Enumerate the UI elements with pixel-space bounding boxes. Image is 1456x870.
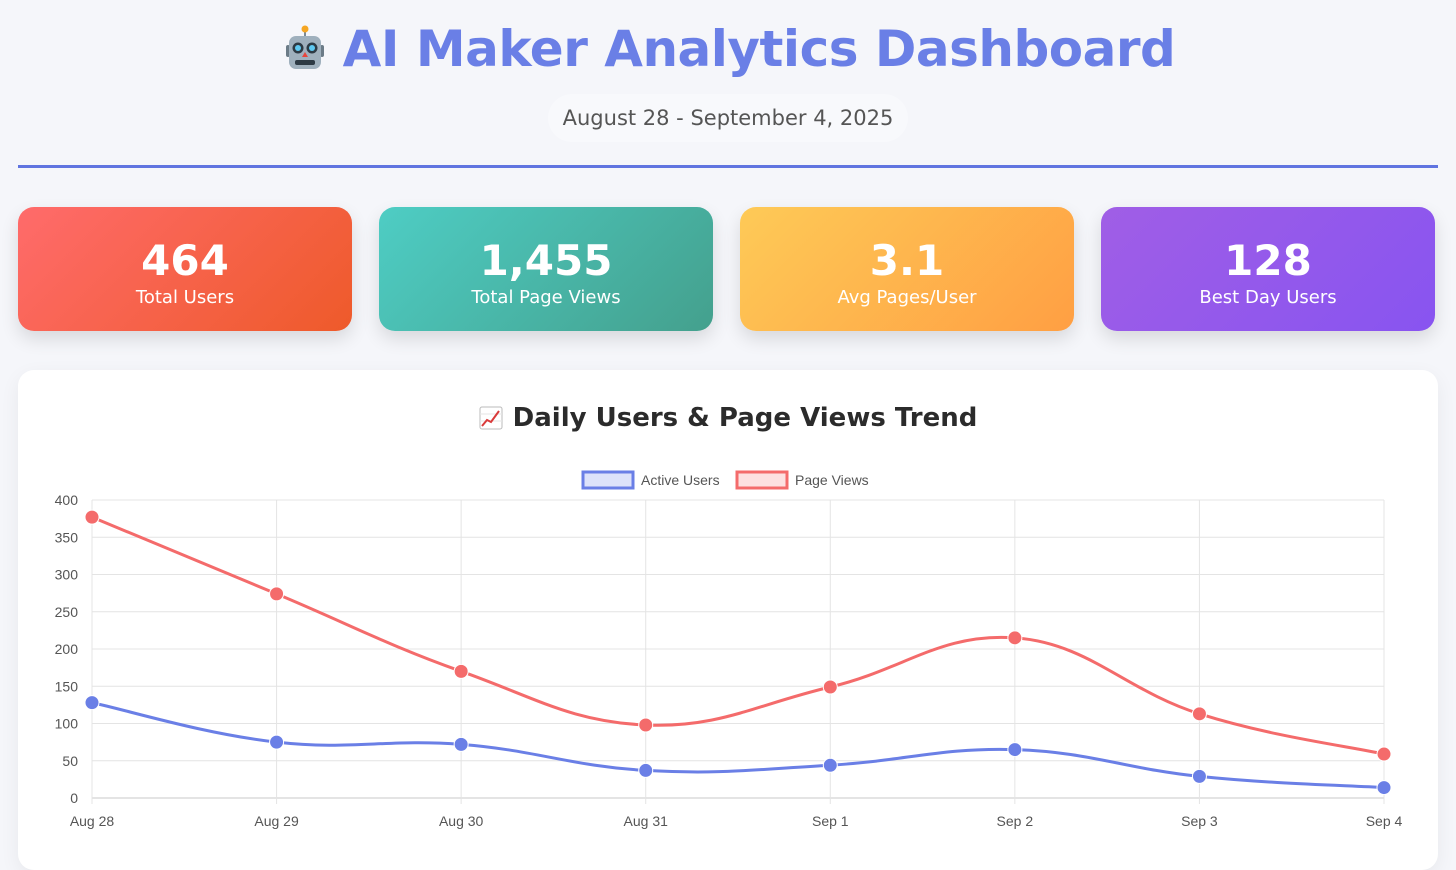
data-point-active-users bbox=[638, 762, 654, 778]
legend-swatch bbox=[735, 470, 789, 490]
page-title: AI Maker Analytics Dashboard bbox=[342, 20, 1176, 78]
x-tick-label: Aug 31 bbox=[624, 813, 669, 829]
y-tick-label: 0 bbox=[70, 790, 78, 806]
x-axis: Aug 28 Aug 29 Aug 30 Aug 31 Sep 1 Sep 2 Sep 3 S… bbox=[70, 813, 1403, 829]
stat-value: 1,455 bbox=[479, 236, 613, 285]
legend-item-active-users[interactable]: Active Users bbox=[581, 470, 720, 490]
series-line-page-views bbox=[91, 515, 1385, 756]
chart-title-row: Daily Users & Page Views Trend bbox=[0, 398, 1456, 438]
data-point-page-views bbox=[822, 679, 838, 695]
data-point-page-views bbox=[84, 509, 100, 525]
legend-label: Active Users bbox=[641, 472, 720, 488]
data-point-page-views bbox=[1376, 746, 1392, 762]
y-tick-label: 400 bbox=[55, 492, 79, 508]
robot-icon bbox=[285, 25, 324, 69]
data-point-active-users bbox=[1007, 742, 1023, 758]
data-point-active-users bbox=[822, 757, 838, 773]
stat-label: Total Page Views bbox=[471, 287, 621, 308]
y-tick-label: 250 bbox=[55, 604, 79, 620]
x-tick-label: Aug 29 bbox=[254, 813, 299, 829]
chart-increasing-icon bbox=[479, 406, 503, 430]
stat-value: 3.1 bbox=[869, 236, 945, 285]
x-tick-label: Sep 1 bbox=[812, 813, 849, 829]
data-point-page-views bbox=[1191, 706, 1207, 722]
legend-item-page-views[interactable]: Page Views bbox=[735, 470, 869, 490]
x-tick-label: Aug 28 bbox=[70, 813, 115, 829]
x-tick-label: Sep 4 bbox=[1366, 813, 1403, 829]
data-point-active-users bbox=[84, 695, 100, 711]
y-tick-label: 350 bbox=[55, 529, 79, 545]
stat-label: Best Day Users bbox=[1199, 287, 1337, 308]
x-tick-label: Aug 30 bbox=[439, 813, 484, 829]
data-point-page-views bbox=[638, 717, 654, 733]
stat-value: 464 bbox=[141, 236, 229, 285]
stat-label: Total Users bbox=[135, 287, 235, 308]
x-tick-label: Sep 3 bbox=[1181, 813, 1218, 829]
data-point-active-users bbox=[1191, 768, 1207, 784]
chart-lines bbox=[91, 515, 1385, 790]
y-tick-label: 50 bbox=[62, 753, 78, 769]
legend-swatch bbox=[581, 470, 635, 490]
data-point-page-views bbox=[453, 663, 469, 679]
chart-grid bbox=[91, 499, 1385, 804]
y-axis: 0 50 100 150 200 250 300 350 400 bbox=[55, 492, 79, 806]
y-tick-label: 300 bbox=[55, 567, 79, 583]
data-point-active-users bbox=[269, 734, 285, 750]
date-range: August 28 - September 4, 2025 bbox=[548, 94, 908, 142]
data-point-active-users bbox=[1376, 780, 1392, 796]
data-point-page-views bbox=[1007, 630, 1023, 646]
stat-value: 128 bbox=[1224, 236, 1312, 285]
x-tick-label: Sep 2 bbox=[997, 813, 1034, 829]
stat-card-total-users: 464 Total Users bbox=[18, 207, 352, 331]
series-line-active-users bbox=[91, 701, 1385, 790]
chart-card bbox=[18, 370, 1438, 870]
data-point-page-views bbox=[269, 586, 285, 602]
chart-points bbox=[84, 509, 1392, 796]
y-tick-label: 100 bbox=[55, 716, 79, 732]
y-tick-label: 200 bbox=[55, 641, 79, 657]
title-row: AI Maker Analytics Dashboard bbox=[0, 14, 1456, 84]
stat-label: Avg Pages/User bbox=[837, 287, 977, 308]
legend-label: Page Views bbox=[795, 472, 869, 488]
stat-card-best-day-users: 128 Best Day Users bbox=[1101, 207, 1435, 331]
stat-card-total-page-views: 1,455 Total Page Views bbox=[379, 207, 713, 331]
data-point-active-users bbox=[453, 736, 469, 752]
stat-card-avg-pages-user: 3.1 Avg Pages/User bbox=[740, 207, 1074, 331]
header-divider bbox=[18, 165, 1438, 168]
chart-title: Daily Users & Page Views Trend bbox=[512, 403, 978, 433]
chart-legend[interactable]: Active Users Page Views bbox=[581, 470, 869, 490]
y-tick-label: 150 bbox=[55, 678, 79, 694]
